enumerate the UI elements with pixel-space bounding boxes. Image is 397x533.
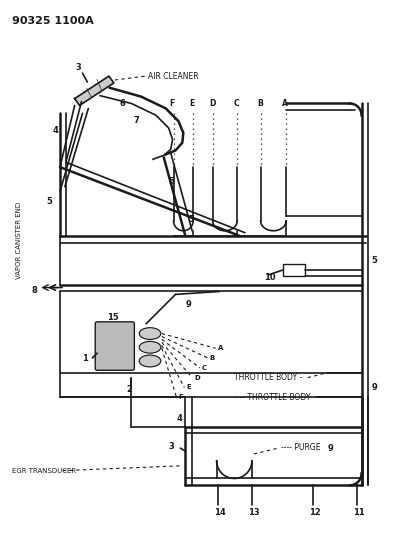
Text: E: E (189, 99, 195, 108)
Text: F: F (170, 99, 175, 108)
Text: B: B (257, 99, 262, 108)
Text: 9: 9 (185, 300, 191, 309)
Text: 4: 4 (52, 126, 58, 135)
Text: 9: 9 (327, 443, 333, 453)
Text: A: A (218, 345, 223, 351)
Text: ---- PURGE: ---- PURGE (281, 442, 321, 451)
Text: 13: 13 (248, 508, 260, 517)
Text: VAPOR CANISTER END: VAPOR CANISTER END (16, 202, 22, 279)
Text: 5: 5 (188, 214, 194, 223)
Text: F: F (178, 394, 183, 400)
Text: 10: 10 (264, 273, 275, 282)
Text: EGR TRANSDUCER: EGR TRANSDUCER (12, 467, 76, 474)
FancyBboxPatch shape (95, 322, 134, 370)
Text: B: B (210, 355, 215, 361)
Polygon shape (75, 76, 114, 106)
Text: 5: 5 (46, 197, 52, 206)
Text: D: D (194, 375, 200, 381)
Text: 90325 1100A: 90325 1100A (12, 17, 94, 26)
Text: THROTTLE BODY -: THROTTLE BODY - (234, 373, 303, 382)
Text: ---- THROTTLE BODY: ---- THROTTLE BODY (234, 393, 311, 402)
Text: 5: 5 (169, 177, 175, 187)
Text: 9: 9 (371, 383, 377, 392)
Text: C: C (233, 99, 239, 108)
Text: 7: 7 (133, 116, 139, 125)
Text: 14: 14 (214, 508, 225, 517)
Text: 6: 6 (119, 99, 125, 108)
Text: AIR CLEANER: AIR CLEANER (148, 71, 199, 80)
Bar (283, 264, 305, 276)
Text: 2: 2 (127, 385, 133, 394)
Text: A: A (282, 99, 288, 108)
Text: 3: 3 (76, 63, 81, 72)
Text: 1: 1 (83, 353, 89, 362)
Ellipse shape (139, 328, 161, 340)
Text: 8: 8 (32, 286, 37, 295)
Text: 4: 4 (177, 414, 182, 423)
Text: C: C (202, 365, 207, 371)
Text: E: E (186, 384, 191, 390)
Text: 12: 12 (308, 508, 320, 517)
Text: 5: 5 (371, 256, 377, 265)
Text: 3: 3 (169, 442, 174, 450)
Text: 15: 15 (107, 313, 119, 322)
Text: D: D (209, 99, 215, 108)
Text: 11: 11 (353, 508, 364, 517)
Ellipse shape (139, 355, 161, 367)
Ellipse shape (139, 342, 161, 353)
